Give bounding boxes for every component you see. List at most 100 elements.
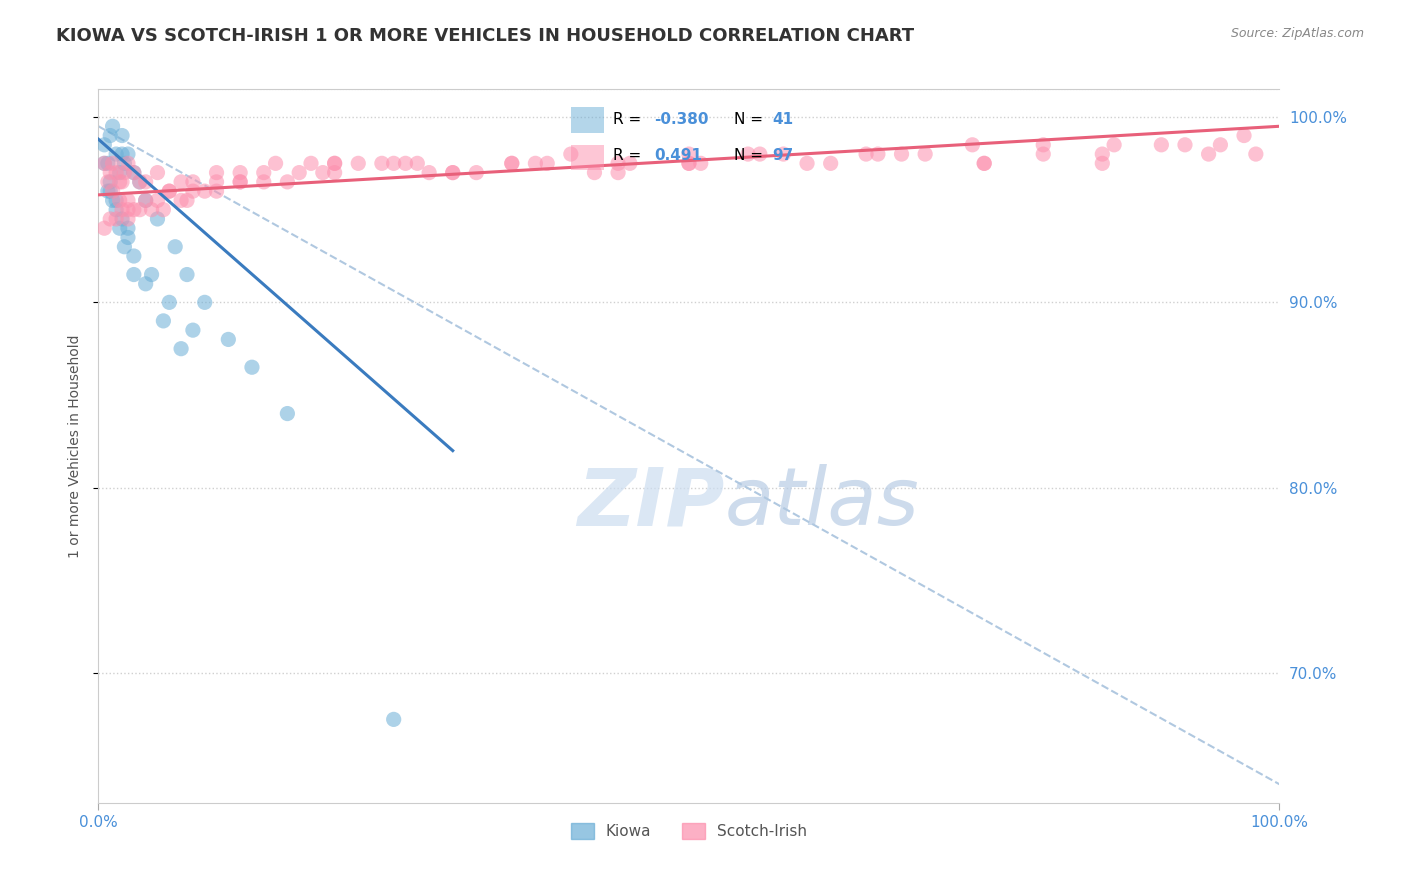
Point <box>117 230 139 244</box>
Point <box>264 156 287 170</box>
Point <box>93 156 115 170</box>
Point <box>394 156 416 170</box>
Point <box>101 194 124 208</box>
Point <box>347 156 370 170</box>
Point <box>111 128 134 143</box>
Point <box>194 184 217 198</box>
Point <box>97 175 120 189</box>
Point <box>105 202 128 217</box>
Text: 41: 41 <box>772 112 793 128</box>
Point <box>1174 137 1197 152</box>
Point <box>1091 147 1114 161</box>
Point <box>607 156 630 170</box>
Point <box>288 166 311 180</box>
Text: KIOWA VS SCOTCH-IRISH 1 OR MORE VEHICLES IN HOUSEHOLD CORRELATION CHART: KIOWA VS SCOTCH-IRISH 1 OR MORE VEHICLES… <box>56 27 914 45</box>
Point <box>105 166 128 180</box>
Point <box>501 156 523 170</box>
Point <box>170 342 193 356</box>
Point <box>117 194 139 208</box>
Point <box>501 156 523 170</box>
Point <box>229 175 252 189</box>
Point <box>108 175 131 189</box>
Point <box>122 249 145 263</box>
Point <box>101 184 124 198</box>
Point <box>973 156 995 170</box>
Point <box>176 194 198 208</box>
Point <box>973 156 995 170</box>
Point <box>962 137 984 152</box>
Point <box>323 156 346 170</box>
Point <box>152 314 174 328</box>
Text: ZIP: ZIP <box>576 464 724 542</box>
Point <box>866 147 889 161</box>
Point <box>170 175 193 189</box>
Point <box>418 166 440 180</box>
Point <box>112 156 135 170</box>
Point <box>1150 137 1173 152</box>
Point <box>855 147 877 161</box>
Point <box>157 184 180 198</box>
Point <box>152 202 174 217</box>
Point <box>135 194 157 208</box>
Point <box>323 166 346 180</box>
Point <box>560 147 582 161</box>
Point <box>117 211 139 226</box>
Point <box>97 184 120 198</box>
Point <box>181 323 204 337</box>
Point <box>205 166 228 180</box>
Point <box>97 156 120 170</box>
Point <box>1032 137 1054 152</box>
Point <box>820 156 842 170</box>
Point <box>135 277 157 291</box>
Point <box>105 211 128 226</box>
Point <box>1209 137 1232 152</box>
Point <box>98 128 121 143</box>
Point <box>772 147 794 161</box>
Point <box>890 147 912 161</box>
Point <box>122 166 145 180</box>
Point <box>141 202 163 217</box>
Point <box>1244 147 1267 161</box>
Point <box>146 194 169 208</box>
Point <box>135 194 157 208</box>
Point <box>157 295 180 310</box>
Point <box>524 156 547 170</box>
Point <box>117 147 139 161</box>
Point <box>382 156 405 170</box>
Point <box>122 166 145 180</box>
Point <box>312 166 335 180</box>
Point <box>146 166 169 180</box>
Point <box>1032 147 1054 161</box>
Text: N =: N = <box>734 112 768 128</box>
Point <box>101 120 124 134</box>
Point <box>253 166 276 180</box>
Text: atlas: atlas <box>724 464 920 542</box>
Point <box>111 202 134 217</box>
Point <box>146 211 169 226</box>
Point <box>98 184 121 198</box>
Point <box>165 240 187 254</box>
Point <box>689 156 711 170</box>
Y-axis label: 1 or more Vehicles in Household: 1 or more Vehicles in Household <box>69 334 83 558</box>
Legend: Kiowa, Scotch-Irish: Kiowa, Scotch-Irish <box>565 817 813 845</box>
Point <box>1198 147 1220 161</box>
Text: N =: N = <box>734 148 768 163</box>
Point <box>276 407 298 421</box>
Point <box>1102 137 1125 152</box>
Point <box>141 268 163 282</box>
Point <box>157 184 180 198</box>
Point <box>117 156 139 170</box>
Point <box>181 184 204 198</box>
Point <box>98 211 121 226</box>
Bar <box>571 107 603 133</box>
Text: -0.380: -0.380 <box>654 112 709 128</box>
Point <box>108 166 131 180</box>
Point <box>737 147 759 161</box>
Point <box>93 156 115 170</box>
Point <box>1091 156 1114 170</box>
Point <box>229 175 252 189</box>
Point <box>128 175 150 189</box>
Point <box>111 147 134 161</box>
Point <box>117 221 139 235</box>
Point <box>441 166 464 180</box>
